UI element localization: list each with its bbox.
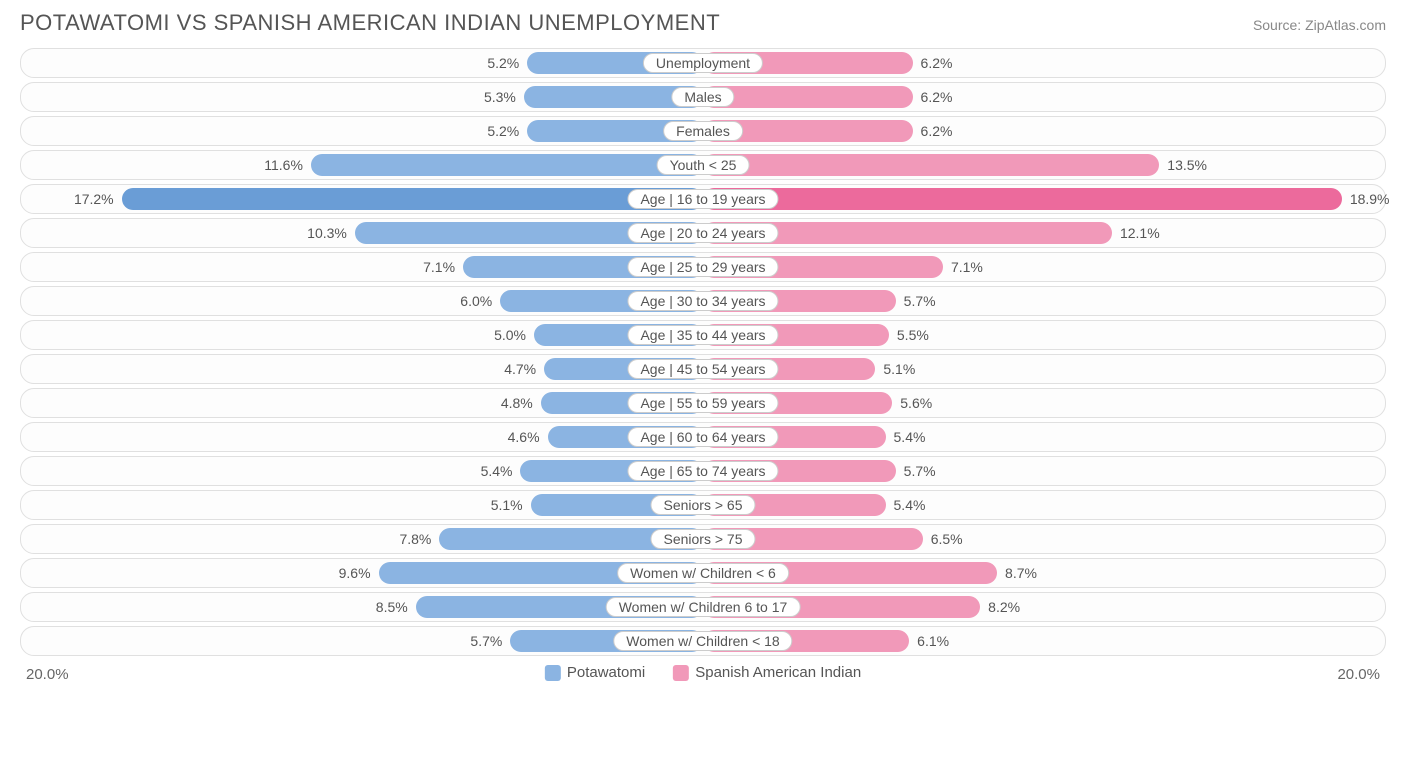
axis-max-left: 20.0% — [26, 666, 69, 683]
value-right: 5.6% — [900, 395, 932, 411]
category-label: Age | 20 to 24 years — [627, 223, 778, 243]
category-label: Age | 45 to 54 years — [627, 359, 778, 379]
value-left: 17.2% — [74, 191, 114, 207]
category-label: Age | 30 to 34 years — [627, 291, 778, 311]
category-label: Age | 35 to 44 years — [627, 325, 778, 345]
legend: Potawatomi Spanish American Indian — [545, 664, 861, 681]
category-label: Women w/ Children < 6 — [617, 563, 789, 583]
value-right: 5.1% — [883, 361, 915, 377]
chart-row: 5.3% 6.2% Males — [20, 82, 1386, 112]
legend-item-left: Potawatomi — [545, 664, 645, 681]
value-right: 13.5% — [1167, 157, 1207, 173]
chart-row: 10.3% 12.1% Age | 20 to 24 years — [20, 218, 1386, 248]
category-label: Seniors > 75 — [651, 529, 756, 549]
legend-label-left: Potawatomi — [567, 664, 645, 681]
category-label: Seniors > 65 — [651, 495, 756, 515]
value-left: 7.8% — [399, 531, 431, 547]
chart-row: 6.0% 5.7% Age | 30 to 34 years — [20, 286, 1386, 316]
value-right: 6.1% — [917, 633, 949, 649]
value-right: 5.4% — [894, 429, 926, 445]
chart-row: 8.5% 8.2% Women w/ Children 6 to 17 — [20, 592, 1386, 622]
category-label: Women w/ Children < 18 — [613, 631, 792, 651]
value-right: 6.2% — [921, 55, 953, 71]
value-left: 5.2% — [487, 123, 519, 139]
chart-row: 5.2% 6.2% Unemployment — [20, 48, 1386, 78]
bar-left — [311, 154, 703, 176]
value-left: 5.4% — [481, 463, 513, 479]
chart-source: Source: ZipAtlas.com — [1253, 17, 1386, 33]
category-label: Age | 25 to 29 years — [627, 257, 778, 277]
value-left: 4.6% — [508, 429, 540, 445]
axis-max-right: 20.0% — [1337, 666, 1380, 683]
category-label: Age | 55 to 59 years — [627, 393, 778, 413]
chart-row: 17.2% 18.9% Age | 16 to 19 years — [20, 184, 1386, 214]
category-label: Age | 65 to 74 years — [627, 461, 778, 481]
value-left: 5.2% — [487, 55, 519, 71]
bar-right — [703, 86, 913, 108]
category-label: Age | 60 to 64 years — [627, 427, 778, 447]
category-label: Females — [663, 121, 743, 141]
chart-row: 4.6% 5.4% Age | 60 to 64 years — [20, 422, 1386, 452]
chart-row: 5.0% 5.5% Age | 35 to 44 years — [20, 320, 1386, 350]
legend-swatch-right — [673, 665, 689, 681]
chart-row: 5.1% 5.4% Seniors > 65 — [20, 490, 1386, 520]
chart-row: 4.8% 5.6% Age | 55 to 59 years — [20, 388, 1386, 418]
value-left: 9.6% — [339, 565, 371, 581]
value-left: 6.0% — [460, 293, 492, 309]
value-right: 18.9% — [1350, 191, 1390, 207]
value-left: 7.1% — [423, 259, 455, 275]
legend-item-right: Spanish American Indian — [673, 664, 861, 681]
bar-right — [703, 188, 1342, 210]
chart-row: 7.8% 6.5% Seniors > 75 — [20, 524, 1386, 554]
bar-left — [122, 188, 703, 210]
value-right: 5.4% — [894, 497, 926, 513]
chart-row: 9.6% 8.7% Women w/ Children < 6 — [20, 558, 1386, 588]
bar-right — [703, 154, 1159, 176]
value-right: 6.2% — [921, 123, 953, 139]
chart-row: 11.6% 13.5% Youth < 25 — [20, 150, 1386, 180]
chart-row: 5.4% 5.7% Age | 65 to 74 years — [20, 456, 1386, 486]
value-left: 4.8% — [501, 395, 533, 411]
value-right: 8.2% — [988, 599, 1020, 615]
value-left: 5.7% — [470, 633, 502, 649]
category-label: Age | 16 to 19 years — [627, 189, 778, 209]
value-right: 6.2% — [921, 89, 953, 105]
value-right: 12.1% — [1120, 225, 1160, 241]
value-left: 8.5% — [376, 599, 408, 615]
category-label: Males — [671, 87, 734, 107]
chart-title: POTAWATOMI VS SPANISH AMERICAN INDIAN UN… — [20, 10, 720, 36]
value-left: 5.1% — [491, 497, 523, 513]
value-left: 10.3% — [307, 225, 347, 241]
category-label: Unemployment — [643, 53, 763, 73]
chart-header: POTAWATOMI VS SPANISH AMERICAN INDIAN UN… — [20, 10, 1386, 36]
chart-row: 5.2% 6.2% Females — [20, 116, 1386, 146]
value-right: 7.1% — [951, 259, 983, 275]
chart-row: 4.7% 5.1% Age | 45 to 54 years — [20, 354, 1386, 384]
chart-footer: 20.0% Potawatomi Spanish American Indian… — [20, 662, 1386, 690]
chart-row: 7.1% 7.1% Age | 25 to 29 years — [20, 252, 1386, 282]
value-right: 6.5% — [931, 531, 963, 547]
value-right: 5.7% — [904, 463, 936, 479]
chart-row: 5.7% 6.1% Women w/ Children < 18 — [20, 626, 1386, 656]
category-label: Youth < 25 — [657, 155, 750, 175]
value-left: 5.3% — [484, 89, 516, 105]
category-label: Women w/ Children 6 to 17 — [606, 597, 801, 617]
butterfly-chart: 5.2% 6.2% Unemployment 5.3% 6.2% Males 5… — [20, 48, 1386, 656]
value-right: 8.7% — [1005, 565, 1037, 581]
legend-label-right: Spanish American Indian — [695, 664, 861, 681]
legend-swatch-left — [545, 665, 561, 681]
value-left: 11.6% — [264, 157, 303, 173]
value-left: 5.0% — [494, 327, 526, 343]
value-right: 5.5% — [897, 327, 929, 343]
value-right: 5.7% — [904, 293, 936, 309]
value-left: 4.7% — [504, 361, 536, 377]
